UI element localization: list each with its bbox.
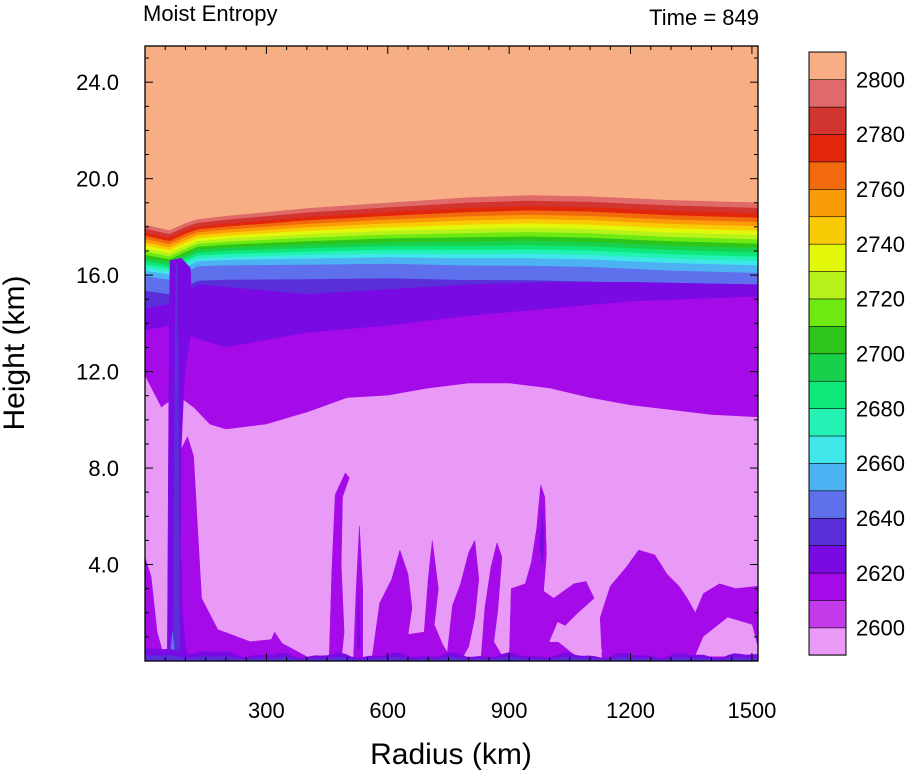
y-tick-label: 8.0	[88, 456, 119, 481]
convective-cell	[328, 472, 350, 661]
y-tick-label: 12.0	[76, 360, 119, 385]
colorbar-swatch	[808, 79, 847, 108]
x-axis-label: Radius (km)	[370, 738, 532, 771]
colorbar-label: 2680	[856, 396, 905, 421]
colorbar-swatch	[808, 408, 847, 437]
colorbar: 2600 2620 2640 2660 2680 2700 2720 2740 2760 2780…	[808, 51, 905, 656]
contour-plot-area	[145, 46, 758, 661]
colorbar-swatch	[808, 51, 847, 81]
axes: 300 600 900 1200 1500 4.0 8.0 12.0 16.0 20.0 24.0	[76, 46, 776, 723]
colorbar-swatch	[808, 106, 847, 135]
colorbar-swatch	[808, 572, 847, 601]
colorbar-swatch	[808, 243, 847, 272]
colorbar-swatch	[808, 435, 847, 464]
colorbar-label: 2640	[856, 506, 905, 531]
convective-cell	[446, 539, 480, 661]
colorbar-swatch	[808, 298, 847, 327]
convective-core	[356, 593, 361, 650]
convective-cell	[569, 626, 603, 652]
colorbar-label: 2620	[856, 561, 905, 586]
boundary-layer	[145, 648, 758, 661]
colorbar-frame	[808, 51, 847, 656]
convective-cell	[371, 540, 453, 661]
plot-frame	[144, 45, 759, 662]
colorbar-label: 2700	[856, 342, 905, 367]
colorbar-swatch	[808, 216, 847, 245]
y-tick-label: 20.0	[76, 167, 119, 192]
colorbar-swatch	[808, 133, 847, 163]
colorbar-label: 2800	[856, 67, 905, 92]
colorbar-swatch	[808, 462, 847, 492]
x-tick-label: 900	[491, 698, 528, 723]
colorbar-label: 2780	[856, 122, 905, 147]
colorbar-label: 2600	[856, 616, 905, 641]
colorbar-swatch	[808, 490, 847, 519]
colorbar-label: 2660	[856, 451, 905, 476]
colorbar-swatch	[808, 325, 847, 355]
colorbar-label: 2740	[856, 232, 905, 257]
y-axis-label: Height (km)	[0, 275, 31, 430]
convective-cell	[694, 617, 758, 657]
y-tick-label: 4.0	[88, 553, 119, 578]
contour-band	[145, 376, 758, 661]
chart-subtitle: Time = 849	[649, 5, 759, 30]
chart-title: Moist Entropy	[143, 1, 278, 26]
y-tick-label: 24.0	[76, 70, 119, 95]
convective-cell	[145, 557, 182, 661]
y-tick-label: 16.0	[76, 263, 119, 288]
colorbar-swatch	[808, 599, 847, 629]
colorbar-swatch	[808, 188, 847, 218]
colorbar-swatch	[808, 380, 847, 409]
x-tick-label: 1500	[727, 698, 776, 723]
colorbar-swatch	[808, 627, 847, 656]
colorbar-swatch	[808, 161, 847, 190]
eyewall-core	[173, 262, 181, 652]
colorbar-label: 2760	[856, 177, 905, 202]
colorbar-swatch	[808, 545, 847, 574]
convective-cell	[353, 525, 363, 661]
x-tick-label: 600	[369, 698, 406, 723]
convective-core	[539, 511, 545, 565]
colorbar-label: 2720	[856, 287, 905, 312]
colorbar-swatch	[808, 270, 847, 300]
colorbar-swatch	[808, 517, 847, 546]
x-tick-label: 300	[248, 698, 285, 723]
convective-cell	[549, 622, 569, 642]
x-tick-label: 1200	[606, 698, 655, 723]
colorbar-swatch	[808, 353, 847, 382]
